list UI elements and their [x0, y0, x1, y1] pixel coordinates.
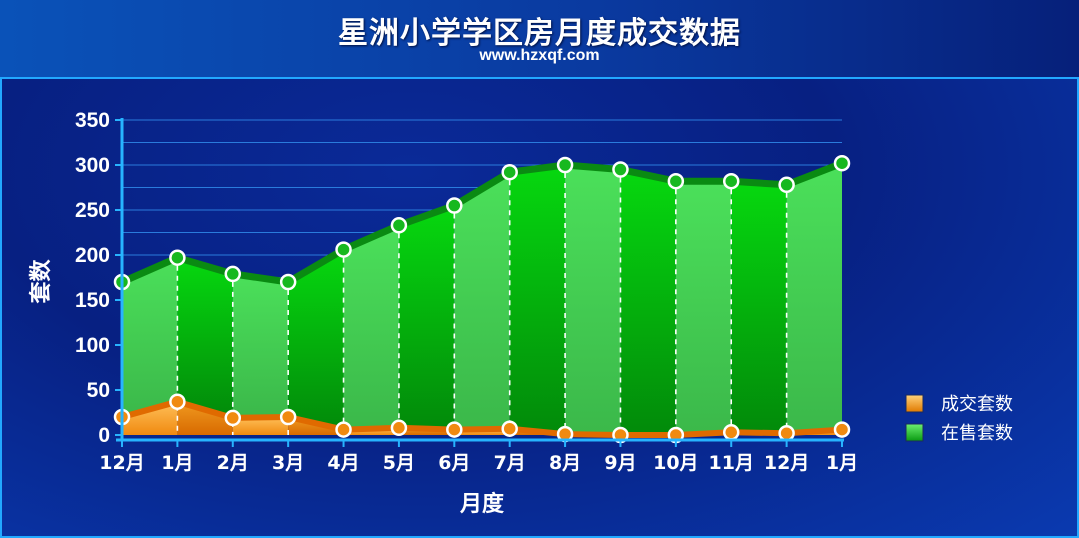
chart-title: 星洲小学学区房月度成交数据 [338, 16, 741, 51]
category-dividers [176, 173, 788, 435]
stock-point [556, 156, 574, 174]
y-tick-label: 0 [98, 424, 110, 447]
stock-area-band [122, 257, 178, 417]
chart-panel: 0 50 100 150 200 250 300 350 12月 1月 2月 3月 4月 5月 6月 7月 8月… [0, 77, 1079, 538]
x-tick-label: 3月 [272, 452, 304, 474]
stock-point [335, 241, 352, 258]
y-axis-title: 套数 [28, 259, 54, 304]
stock-point [224, 265, 242, 283]
sales-point [722, 424, 740, 441]
x-tick-label: 1月 [826, 452, 858, 474]
x-tick-label: 9月 [604, 452, 636, 474]
y-tick-label: 100 [75, 334, 110, 357]
x-tick-label: 12月 [764, 452, 809, 474]
sales-point [335, 421, 352, 438]
stock-area-band [620, 169, 676, 435]
sales-point [501, 420, 518, 437]
sales-point [833, 421, 851, 438]
area-series [122, 163, 842, 435]
sales-point [778, 424, 795, 442]
stock-point [778, 176, 795, 194]
x-tick-label: 6月 [438, 452, 470, 474]
stock-point [279, 273, 297, 291]
x-tick-label: 8月 [549, 452, 581, 474]
y-tick-label: 50 [87, 379, 110, 402]
axes [115, 118, 844, 447]
legend-label: 成交套数 [941, 394, 1013, 415]
y-tick-label: 200 [75, 244, 110, 267]
y-tick-label: 250 [75, 199, 110, 222]
stock-point [722, 172, 740, 190]
x-tick-label: 4月 [327, 452, 359, 474]
sales-point [169, 393, 186, 410]
stock-point [501, 163, 518, 181]
stock-point [169, 249, 186, 266]
stock-point [833, 154, 851, 172]
stock-area-band [675, 181, 732, 435]
sales-point [224, 409, 242, 427]
legend-swatch [905, 394, 924, 413]
x-tick-label: 11月 [709, 452, 754, 474]
chart-subtitle: www.hzxqf.com [479, 47, 600, 64]
stock-area-band [398, 205, 455, 430]
stock-point [446, 197, 463, 214]
y-tick-label: 300 [75, 154, 110, 177]
legend-label: 在售套数 [941, 423, 1013, 444]
sales-area-band [232, 417, 289, 435]
x-axis-title: 月度 [459, 491, 505, 517]
stock-area-band [731, 181, 787, 434]
sales-point [390, 419, 408, 437]
stock-point [612, 161, 629, 178]
sales-area-band [122, 401, 178, 435]
y-tick-label: 150 [75, 289, 110, 312]
stock-area-band [177, 257, 233, 418]
data-points [113, 154, 851, 444]
chart-header: 星洲小学学区房月度成交数据 www.hzxqf.com [0, 0, 1079, 78]
stock-area-band [786, 163, 842, 434]
stock-area-band [454, 172, 510, 430]
stock-area-band [343, 225, 399, 430]
x-tick-label: 7月 [494, 452, 526, 474]
area-chart: 0 50 100 150 200 250 300 350 12月 1月 2月 3月 4月 5月 6月 7月 8月… [28, 109, 1013, 517]
sales-line [121, 398, 843, 438]
stock-area-band [565, 165, 621, 435]
sales-point [446, 421, 463, 438]
stock-area-band [232, 273, 289, 418]
series-lines [120, 159, 844, 438]
x-tick-label: 1月 [161, 452, 193, 474]
stock-area-band [509, 165, 566, 435]
stock-area-band [288, 249, 344, 430]
x-tick-label: 12月 [99, 452, 144, 474]
sales-area-band [177, 401, 233, 435]
legend-swatch [905, 423, 924, 442]
stock-point [667, 172, 685, 190]
stock-line [120, 159, 844, 286]
x-tick-label: 2月 [217, 452, 249, 474]
stock-point [390, 217, 408, 234]
y-tick-label: 350 [75, 109, 110, 132]
tick-labels: 0 50 100 150 200 250 300 350 12月 1月 2月 3月 4月 5月 6月 7月 8月… [28, 109, 858, 517]
sales-point [279, 408, 297, 426]
x-tick-label: 5月 [383, 452, 415, 474]
x-tick-label: 10月 [653, 452, 698, 474]
